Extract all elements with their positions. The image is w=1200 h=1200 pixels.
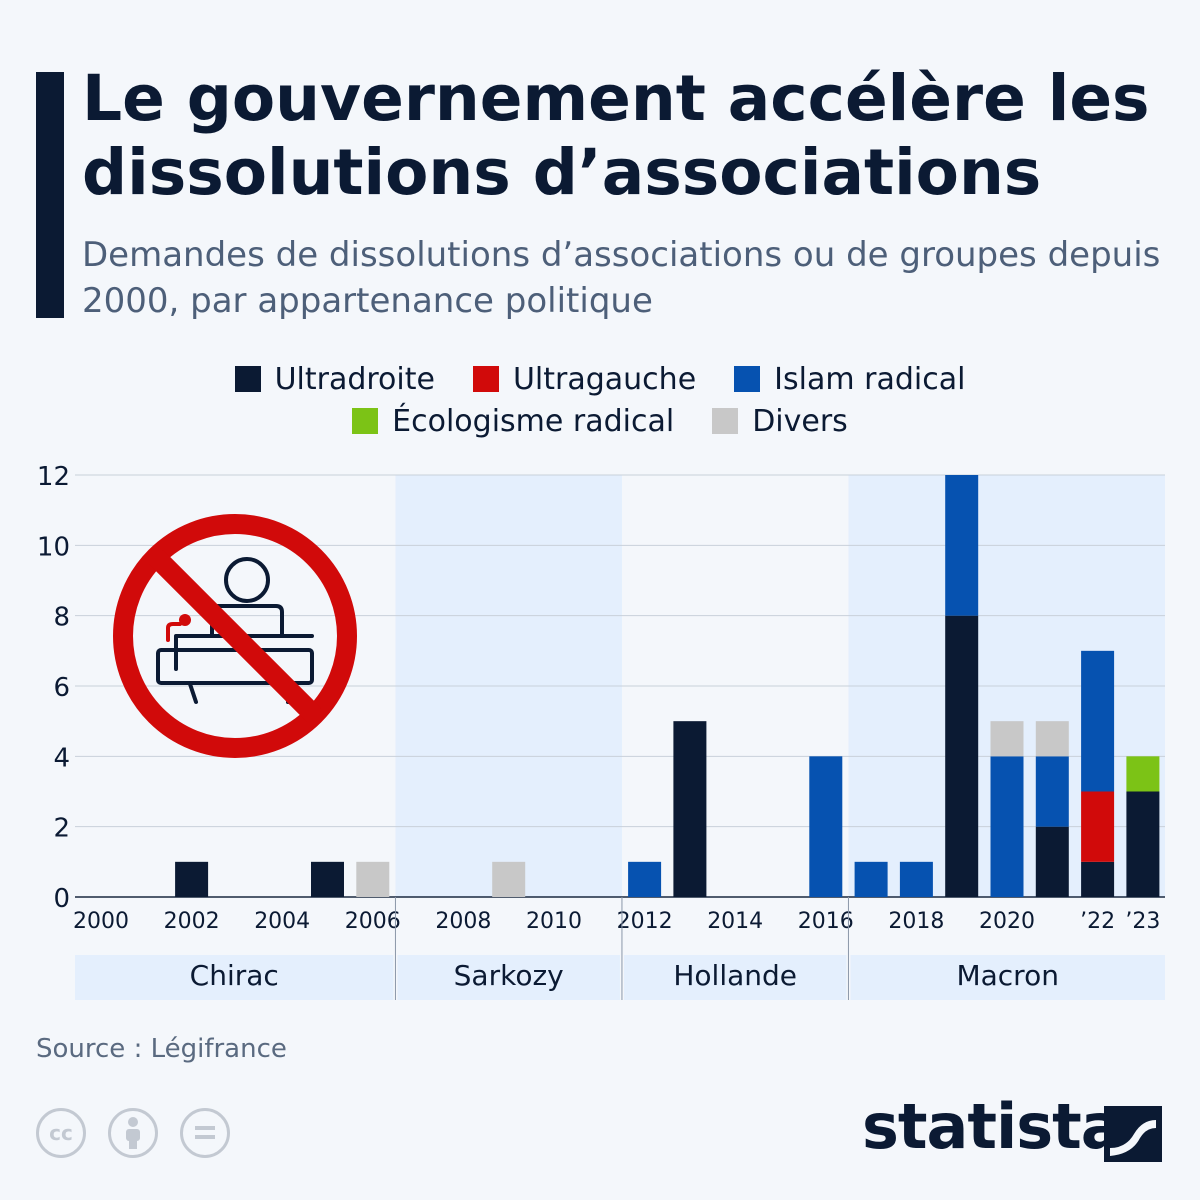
bar-segment — [990, 756, 1024, 897]
x-tick-label: 2010 — [526, 909, 582, 934]
legend-swatch — [712, 408, 739, 434]
legend-label: Ultradroite — [274, 361, 435, 397]
bar-segment — [1126, 791, 1160, 897]
x-tick-label: 2016 — [798, 909, 854, 934]
period-label: Hollande — [673, 959, 797, 992]
y-tick-label: 10 — [37, 532, 70, 562]
y-axis-ticks: 0 2 4 6 8 10 12 — [37, 462, 70, 914]
no-derivatives-icon — [180, 1108, 230, 1158]
x-tick-label: 2002 — [164, 909, 220, 934]
chart-subtitle: Demandes de dissolutions d’associations … — [82, 235, 1161, 321]
legend-item-divers: Divers — [712, 402, 848, 440]
legend-swatch — [472, 366, 499, 392]
prohibition-icon — [113, 514, 357, 758]
bar-segment — [673, 721, 707, 897]
statista-logo-icon — [1104, 1106, 1162, 1162]
bar-segment — [899, 861, 933, 897]
period-band — [850, 955, 1165, 1000]
period-band — [75, 955, 394, 1000]
y-tick-label: 8 — [53, 603, 70, 633]
bars — [175, 475, 1160, 897]
x-tick-label: 2020 — [979, 909, 1035, 934]
bar-segment — [945, 475, 979, 616]
bar-segment — [175, 861, 209, 897]
legend-item-islam-radical: Islam radical — [734, 360, 965, 398]
bar-segment — [990, 721, 1024, 757]
period-band — [397, 955, 620, 1000]
chart-title: Le gouvernement accélère les dissolution… — [82, 62, 1150, 209]
legend-item-ultradroite: Ultradroite — [234, 360, 435, 398]
legend-swatch — [234, 366, 261, 392]
bar-segment — [945, 615, 979, 897]
attribution-icon — [108, 1108, 158, 1158]
y-tick-label: 2 — [53, 814, 70, 844]
x-tick-label: 2008 — [435, 909, 491, 934]
x-tick-label: ’22 — [1080, 909, 1115, 934]
x-tick-label: 2006 — [345, 909, 401, 934]
legend-item-ecologisme-radical: Écologisme radical — [352, 402, 674, 440]
legend-label: Écologisme radical — [392, 403, 675, 439]
brand-wordmark: statista — [862, 1090, 1123, 1163]
bar-segment — [1035, 826, 1069, 897]
bar-segment — [809, 756, 843, 897]
title-accent-bar — [36, 72, 64, 318]
bar-segment — [628, 861, 662, 897]
x-tick-label: 2012 — [617, 909, 673, 934]
period-label: Macron — [956, 959, 1058, 992]
period-labels: Chirac Sarkozy Hollande Macron — [75, 897, 1165, 1000]
y-tick-label: 0 — [53, 884, 70, 914]
y-tick-label: 12 — [37, 462, 70, 492]
x-tick-label: ’23 — [1125, 909, 1160, 934]
bar-segment — [1035, 721, 1069, 757]
bar-segment — [1081, 650, 1115, 792]
gridlines — [75, 474, 1165, 898]
bar-segment — [311, 861, 344, 897]
source-note: Source : Légifrance — [36, 1034, 287, 1064]
x-tick-label: 2000 — [73, 909, 129, 934]
bar-segment — [1081, 791, 1115, 862]
x-tick-label: 2018 — [888, 909, 944, 934]
bar-segment — [1081, 861, 1115, 897]
y-tick-label: 6 — [53, 673, 70, 703]
period-label: Sarkozy — [454, 959, 564, 992]
x-tick-label: 2004 — [254, 909, 310, 934]
x-axis-ticks: 2000 2002 2004 2006 2008 2010 2012 2014 2016 2018… — [73, 909, 1160, 934]
legend: Ultradroite Ultragauche Islam radical Éc… — [0, 360, 1200, 444]
legend-item-ultragauche: Ultragauche — [472, 360, 697, 398]
y-tick-label: 4 — [53, 743, 70, 773]
bar-segment — [492, 861, 526, 897]
period-label: Chirac — [190, 959, 279, 992]
bar-segment — [1035, 756, 1069, 827]
cc-icon: cc — [36, 1108, 86, 1158]
x-tick-label: 2014 — [707, 909, 763, 934]
microphone-icon — [166, 614, 191, 642]
legend-swatch — [352, 408, 379, 434]
period-band — [623, 955, 847, 1000]
prohibition-illustration — [113, 514, 357, 758]
legend-label: Islam radical — [774, 361, 966, 397]
bar-segment — [854, 861, 888, 897]
legend-swatch — [734, 366, 761, 392]
legend-label: Divers — [752, 403, 848, 439]
bar-segment — [356, 861, 390, 897]
legend-label: Ultragauche — [512, 361, 697, 397]
bar-segment — [1126, 756, 1160, 792]
